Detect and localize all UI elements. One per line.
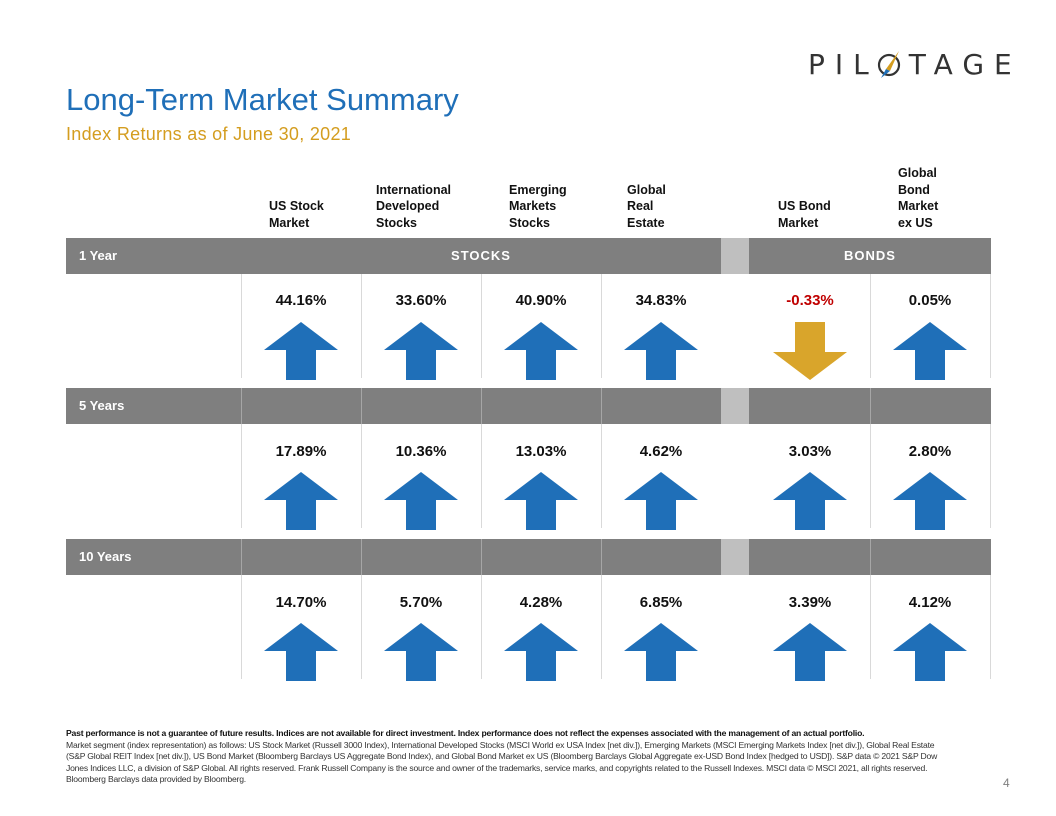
arrow-up-icon: [624, 623, 698, 681]
compass-logo-icon: [877, 51, 900, 78]
cell-separator: [241, 274, 242, 378]
arrow-up-icon: [504, 472, 578, 530]
band-gap: [721, 539, 749, 575]
band-gap: [721, 238, 749, 274]
page-title: Long-Term Market Summary: [66, 82, 459, 117]
arrow-up-icon: [624, 472, 698, 530]
band-separator: [241, 539, 242, 575]
band-separator: [601, 539, 602, 575]
logo-text-right: TAGE: [908, 47, 1022, 81]
band-separator: [870, 539, 871, 575]
return-value: 6.85%: [639, 594, 683, 611]
return-value-negative: -0.33%: [786, 292, 834, 309]
cell-separator: [481, 575, 482, 679]
arrow-up-icon: [504, 322, 578, 380]
return-value: 3.39%: [788, 594, 832, 611]
cell-separator: [870, 424, 871, 528]
band-gap: [721, 388, 749, 424]
period-label: 10 Years: [79, 549, 132, 564]
return-value: 3.03%: [788, 443, 832, 460]
cell-separator: [601, 424, 602, 528]
arrow-down-icon: [773, 322, 847, 380]
return-value: 34.83%: [635, 292, 687, 309]
band-separator: [241, 388, 242, 424]
return-value: 10.36%: [395, 443, 447, 460]
return-value: 44.16%: [275, 292, 327, 309]
cell-separator: [870, 575, 871, 679]
return-value: 13.03%: [515, 443, 567, 460]
cell-separator: [990, 424, 991, 528]
arrow-up-icon: [773, 623, 847, 681]
band-separator: [361, 539, 362, 575]
cell-separator: [601, 274, 602, 378]
column-header-emerging-markets: Emerging Markets Stocks: [509, 182, 567, 230]
footer-notes: Market segment (index representation) as…: [66, 739, 938, 785]
period-band-1-year: [66, 238, 991, 274]
band-separator: [361, 388, 362, 424]
return-value: 17.89%: [275, 443, 327, 460]
arrow-up-icon: [624, 322, 698, 380]
cell-separator: [601, 575, 602, 679]
column-header-global-bond-ex-us: Global Bond Market ex US: [898, 166, 939, 230]
stocks-group-label: STOCKS: [451, 248, 511, 263]
arrow-up-icon: [264, 472, 338, 530]
cell-separator: [990, 575, 991, 679]
cell-separator: [361, 575, 362, 679]
arrow-up-icon: [893, 322, 967, 380]
arrow-up-icon: [773, 472, 847, 530]
band-separator: [481, 388, 482, 424]
arrow-up-icon: [384, 623, 458, 681]
period-band-5-years: [66, 388, 991, 424]
pilotage-logo: PIL TAGE: [808, 47, 1022, 81]
footer-disclosures: Past performance is not a guarantee of f…: [66, 728, 946, 786]
return-value: 2.80%: [908, 443, 952, 460]
period-label: 1 Year: [79, 248, 118, 263]
return-value: 4.28%: [519, 594, 563, 611]
arrow-up-icon: [264, 322, 338, 380]
page-subtitle: Index Returns as of June 30, 2021: [66, 124, 352, 144]
cell-separator: [990, 274, 991, 378]
arrow-up-icon: [264, 623, 338, 681]
return-value: 4.12%: [908, 594, 952, 611]
band-separator: [601, 388, 602, 424]
band-separator: [870, 388, 871, 424]
cell-separator: [361, 424, 362, 528]
cell-separator: [241, 424, 242, 528]
column-header-us-bond: US Bond Market: [778, 199, 831, 230]
cell-separator: [481, 274, 482, 378]
cell-separator: [241, 575, 242, 679]
return-value: 0.05%: [908, 292, 952, 309]
return-value: 33.60%: [395, 292, 447, 309]
return-value: 4.62%: [639, 443, 683, 460]
logo-text-left: PIL: [808, 47, 879, 81]
period-band-10-years: [66, 539, 991, 575]
return-value: 40.90%: [515, 292, 567, 309]
return-value: 14.70%: [275, 594, 327, 611]
cell-separator: [361, 274, 362, 378]
column-header-us-stock: US Stock Market: [269, 199, 324, 230]
column-header-intl-developed: International Developed Stocks: [376, 182, 452, 230]
arrow-up-icon: [504, 623, 578, 681]
arrow-up-icon: [384, 472, 458, 530]
band-separator: [481, 539, 482, 575]
cell-separator: [481, 424, 482, 528]
period-label: 5 Years: [79, 398, 125, 413]
cell-separator: [870, 274, 871, 378]
arrow-up-icon: [893, 472, 967, 530]
footer-disclaimer: Past performance is not a guarantee of f…: [66, 728, 865, 738]
bonds-group-label: BONDS: [844, 248, 896, 263]
arrow-up-icon: [893, 623, 967, 681]
arrow-up-icon: [384, 322, 458, 380]
page-number: 4: [1003, 776, 1010, 790]
return-value: 5.70%: [399, 594, 443, 611]
column-header-global-real-estate: Global Real Estate: [627, 182, 666, 230]
